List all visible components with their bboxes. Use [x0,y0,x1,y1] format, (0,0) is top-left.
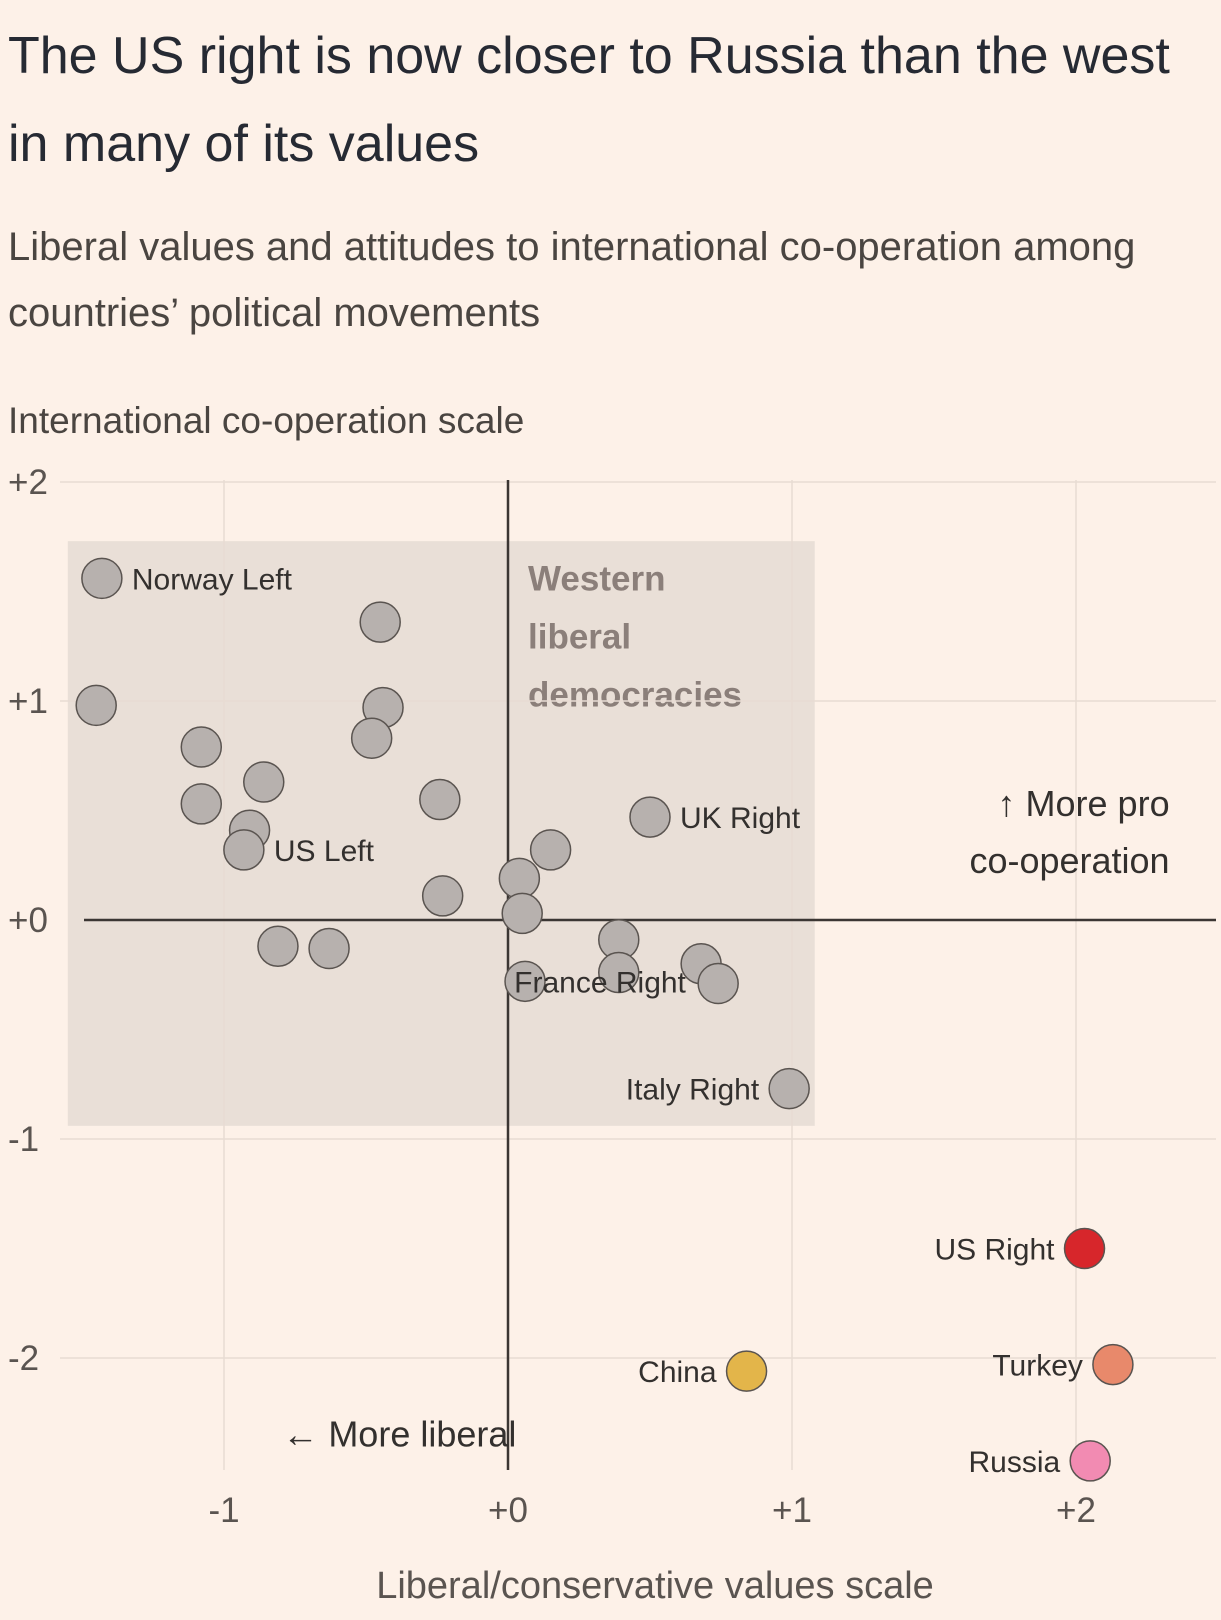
data-point [180,726,223,768]
y-tick-label: +2 [8,463,48,502]
data-point [501,892,543,935]
region-label-line: Western [528,559,665,598]
point-norway-left [81,557,123,600]
point-us-left [223,829,265,871]
data-point [697,962,739,1005]
y-tick-label: +1 [8,682,48,721]
grid-layer [60,480,1216,1470]
x-tick-label: -1 [208,1491,239,1530]
label-layer: Norway Left US Left France Right UK Right It… [132,563,1170,1479]
y-tick-label: -1 [8,1120,39,1159]
data-point [243,761,285,803]
data-point [180,783,223,825]
region-label-line: liberal [528,617,631,656]
point-label: France Right [514,966,686,999]
data-point [498,857,541,900]
data-point [359,601,401,643]
region-layer: Western liberal democracies [67,541,815,1126]
point-china [725,1350,768,1392]
annotation: co-operation [969,840,1169,881]
point-label: UK Right [680,802,801,835]
annotation: ↑ More pro [998,783,1170,824]
data-point [350,717,393,759]
point-layer [75,557,1134,1482]
y-tick-label: +0 [8,901,48,940]
point-italy-right [768,1067,810,1110]
x-tick-label: +1 [772,1491,812,1530]
point-label: Italy Right [626,1074,760,1107]
data-point [529,829,572,871]
region-western-liberal-democracies [67,541,815,1126]
x-tick-label: +2 [1056,1491,1096,1530]
data-point [421,875,464,917]
point-label: Norway Left [132,563,293,596]
y-tick-label: -2 [8,1339,39,1378]
data-point [257,925,299,968]
data-point [75,684,117,727]
x-tick-label: +0 [488,1491,528,1530]
data-point [419,778,461,821]
data-point [308,927,350,970]
data-point [598,951,640,994]
point-turkey [1092,1343,1134,1386]
region-label-line: democracies [528,675,742,714]
chart-subtitle: Liberal values and attitudes to internat… [8,225,1136,335]
point-label: US Left [274,835,375,868]
point-france-right [504,960,546,1003]
annotation: ← More liberal [282,1414,516,1455]
chart-title: The US right is now closer to Russia tha… [8,27,1170,173]
point-label: China [638,1356,717,1389]
point-label: Turkey [992,1350,1083,1383]
tick-layer: +2 +1 +0 -1 -2 -1 +0 +1 +2 [8,463,1096,1530]
point-russia [1069,1440,1111,1482]
x-axis-title: Liberal/conservative values scale [376,1565,934,1607]
y-axis-title: International co-operation scale [8,400,525,441]
point-us-right [1063,1227,1106,1270]
point-uk-right [629,796,671,838]
point-label: Russia [968,1446,1060,1479]
point-label: US Right [934,1234,1055,1267]
